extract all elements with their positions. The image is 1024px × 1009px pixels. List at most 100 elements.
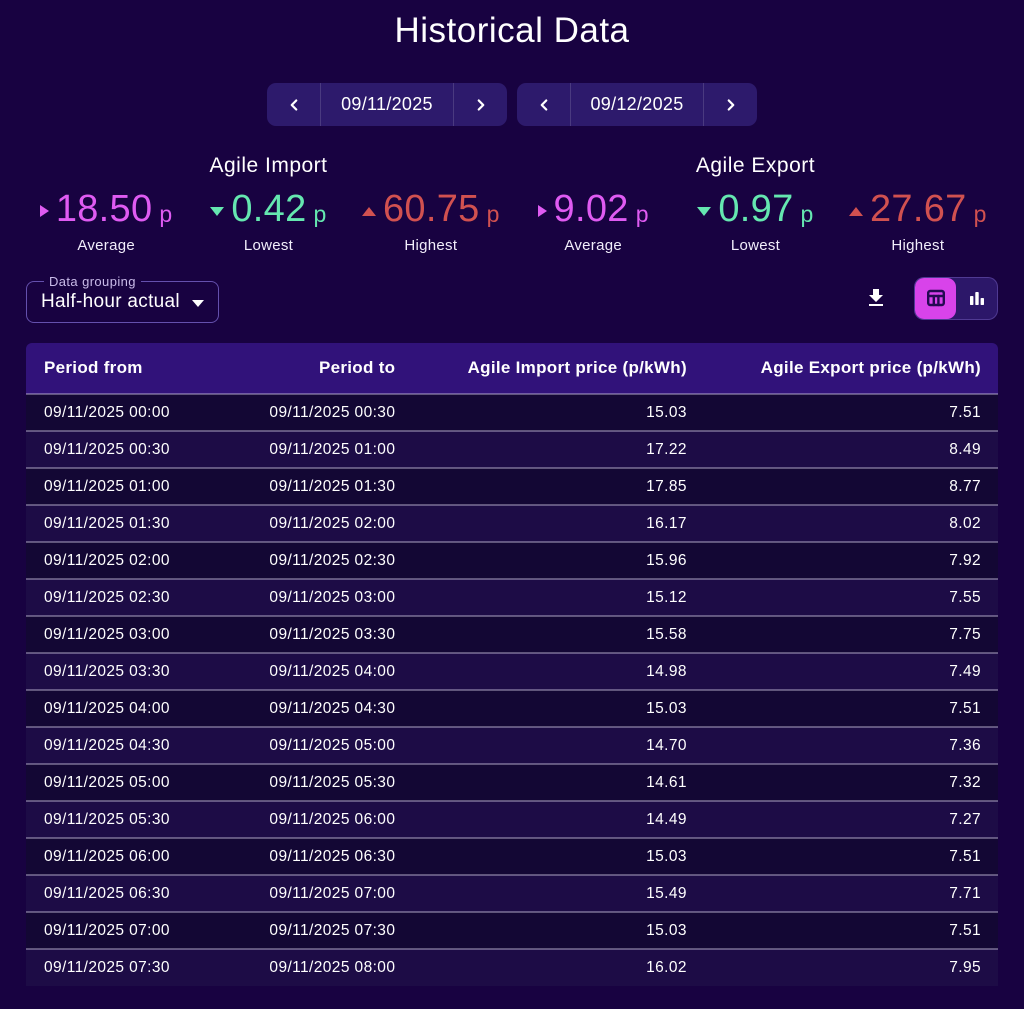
- table-row: 09/11/2025 00:00 09/11/2025 00:30 15.03 7.5…: [26, 394, 998, 431]
- cell-import-price: 15.12: [646, 588, 687, 606]
- data-grouping-label: Data grouping: [49, 273, 136, 289]
- cell-period-from: 09/11/2025 03:00: [44, 625, 170, 643]
- stat-import-average: 18.50 p Average: [25, 190, 187, 254]
- stat-export-highest: 27.67 p Highest: [837, 190, 999, 254]
- cell-period-from: 09/11/2025 03:30: [44, 662, 170, 680]
- table-row: 09/11/2025 00:30 09/11/2025 01:00 17.22 8.4…: [26, 431, 998, 468]
- cell-period-from: 09/11/2025 07:00: [44, 921, 170, 939]
- cell-import-price: 17.85: [646, 477, 687, 495]
- agile-import-section: Agile Import 18.50 p Average 0.42 p: [25, 154, 512, 254]
- start-next-day-button[interactable]: [454, 83, 507, 126]
- cell-import-price: 15.03: [646, 921, 687, 939]
- chevron-left-icon: [540, 98, 547, 111]
- stat-label: Lowest: [243, 237, 294, 254]
- table-row: 09/11/2025 02:00 09/11/2025 02:30 15.96 7.9…: [26, 542, 998, 579]
- cell-period-to: 09/11/2025 04:00: [269, 662, 396, 680]
- cell-export-price: 7.95: [949, 959, 981, 976]
- trend-right-icon: [537, 205, 547, 217]
- download-button[interactable]: [856, 278, 896, 318]
- table-row: 09/11/2025 01:30 09/11/2025 02:00 16.17 8.0…: [26, 505, 998, 542]
- cell-import-price: 15.96: [646, 551, 687, 569]
- cell-period-to: 09/11/2025 05:00: [269, 736, 396, 754]
- start-date-display[interactable]: 09/11/2025: [320, 83, 454, 126]
- cell-period-to: 09/11/2025 06:30: [269, 847, 396, 865]
- cell-export-price: 8.02: [949, 514, 981, 532]
- cell-period-from: 09/11/2025 01:30: [44, 514, 170, 532]
- date-navigation: 09/11/2025 09/12/2025: [0, 83, 1024, 126]
- cell-import-price: 14.61: [646, 773, 687, 791]
- stat-label: Highest: [891, 237, 945, 254]
- cell-period-to: 09/11/2025 01:30: [269, 477, 396, 495]
- cell-period-from: 09/11/2025 05:30: [44, 810, 170, 828]
- cell-period-to: 09/11/2025 06:00: [269, 810, 396, 828]
- cell-period-from: 09/11/2025 06:00: [44, 847, 170, 865]
- cell-import-price: 17.22: [646, 440, 687, 458]
- cell-export-price: 7.51: [949, 403, 981, 421]
- view-toggle: [914, 276, 998, 320]
- trend-down-icon: [697, 206, 712, 216]
- trend-down-icon: [210, 206, 225, 216]
- cell-import-price: 15.58: [646, 625, 687, 643]
- table-row: 09/11/2025 07:30 09/11/2025 08:00 16.02 7.9…: [26, 949, 998, 986]
- cell-export-price: 7.32: [949, 773, 981, 791]
- trend-right-icon: [39, 205, 49, 217]
- cell-period-from: 09/11/2025 01:00: [44, 477, 170, 495]
- cell-import-price: 15.49: [646, 884, 687, 902]
- table-view-icon: [926, 289, 945, 307]
- cell-export-price: 7.51: [949, 847, 981, 865]
- agile-export-title: Agile Export: [695, 154, 816, 177]
- cell-period-to: 09/11/2025 02:30: [269, 551, 396, 569]
- table-header: Period from Period to Agile Import price (…: [26, 343, 998, 394]
- cell-period-from: 09/11/2025 04:00: [44, 699, 170, 717]
- agile-import-title: Agile Import: [209, 154, 328, 177]
- chart-view-button[interactable]: [956, 278, 997, 319]
- end-date-display[interactable]: 09/12/2025: [570, 83, 704, 126]
- cell-period-to: 09/11/2025 02:00: [269, 514, 396, 532]
- cell-export-price: 7.71: [949, 884, 981, 902]
- cell-period-to: 09/11/2025 03:00: [269, 588, 396, 606]
- data-grouping-select[interactable]: Data grouping Half-hour actual: [26, 273, 219, 323]
- cell-period-from: 09/11/2025 04:30: [44, 736, 170, 754]
- table-row: 09/11/2025 05:30 09/11/2025 06:00 14.49 7.2…: [26, 801, 998, 838]
- cell-period-to: 09/11/2025 08:00: [269, 959, 396, 976]
- cell-period-to: 09/11/2025 07:30: [269, 921, 396, 939]
- cell-import-price: 15.03: [646, 847, 687, 865]
- cell-period-to: 09/11/2025 04:30: [269, 699, 396, 717]
- stat-export-lowest: 0.97 p Lowest: [674, 190, 836, 254]
- cell-export-price: 7.75: [949, 625, 981, 643]
- column-header-period-from: Period from: [26, 343, 221, 394]
- end-next-day-button[interactable]: [704, 83, 757, 126]
- stats-summary: Agile Import 18.50 p Average 0.42 p: [0, 154, 1024, 254]
- table-row: 09/11/2025 04:30 09/11/2025 05:00 14.70 7.3…: [26, 727, 998, 764]
- stat-export-average: 9.02 p Average: [512, 190, 674, 254]
- cell-period-from: 09/11/2025 00:30: [44, 440, 170, 458]
- cell-period-to: 09/11/2025 01:00: [269, 440, 396, 458]
- table-row: 09/11/2025 03:30 09/11/2025 04:00 14.98 7.4…: [26, 653, 998, 690]
- cell-period-from: 09/11/2025 00:00: [44, 403, 170, 421]
- download-icon: [869, 289, 883, 306]
- cell-period-to: 09/11/2025 07:00: [269, 884, 396, 902]
- date-picker-start: 09/11/2025: [267, 83, 507, 126]
- chevron-right-icon: [727, 98, 734, 111]
- cell-period-from: 09/11/2025 06:30: [44, 884, 170, 902]
- agile-export-section: Agile Export 9.02 p Average 0.97 p: [512, 154, 999, 254]
- date-picker-end: 09/12/2025: [517, 83, 757, 126]
- chevron-right-icon: [477, 98, 484, 111]
- table-row: 09/11/2025 05:00 09/11/2025 05:30 14.61 7.3…: [26, 764, 998, 801]
- cell-export-price: 7.55: [949, 588, 981, 606]
- price-table: Period from Period to Agile Import price (…: [26, 343, 998, 986]
- cell-period-to: 09/11/2025 03:30: [269, 625, 396, 643]
- cell-import-price: 14.49: [646, 810, 687, 828]
- data-grouping-value: Half-hour actual: [41, 290, 180, 312]
- cell-period-from: 09/11/2025 02:30: [44, 588, 170, 606]
- table-view-button[interactable]: [915, 277, 956, 319]
- stat-label: Average: [77, 237, 136, 254]
- start-prev-day-button[interactable]: [267, 83, 320, 126]
- trend-up-icon: [848, 206, 863, 216]
- cell-period-to: 09/11/2025 05:30: [269, 773, 396, 791]
- cell-export-price: 7.27: [949, 810, 981, 828]
- stat-label: Average: [564, 237, 623, 254]
- stat-import-lowest: 0.42 p Lowest: [187, 190, 349, 254]
- cell-export-price: 8.49: [949, 440, 981, 458]
- end-prev-day-button[interactable]: [517, 83, 570, 126]
